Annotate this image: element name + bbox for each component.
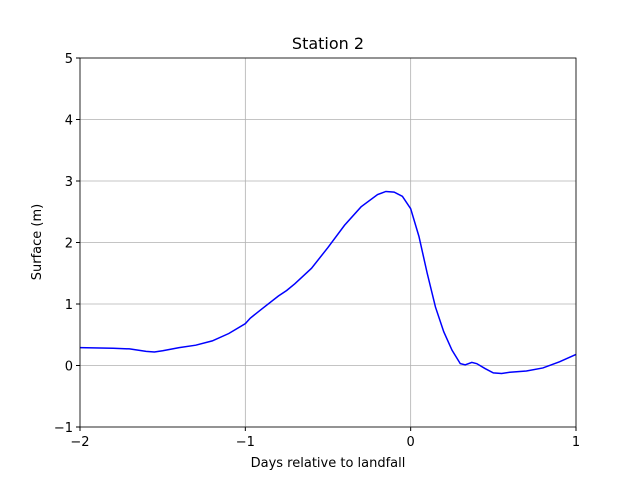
x-tick-label: −2: [70, 435, 89, 450]
y-tick-label: 4: [65, 114, 73, 129]
y-tick-label: 3: [65, 175, 73, 190]
data-line: [79, 190, 577, 375]
x-tick-label: 0: [407, 435, 415, 450]
x-tick-label: −1: [236, 435, 255, 450]
y-axis-label: Surface (m): [30, 204, 45, 280]
plot-frame: [79, 57, 577, 428]
y-tick-label: 2: [65, 237, 73, 252]
chart-title: Station 2: [292, 34, 364, 53]
y-tick-label: 1: [65, 298, 73, 313]
x-tick-label: 1: [572, 435, 580, 450]
y-tick-label: 0: [65, 360, 73, 375]
x-axis-label: Days relative to landfall: [251, 456, 406, 471]
y-tick-label: 5: [65, 52, 73, 67]
y-tick-label: −1: [54, 421, 73, 436]
